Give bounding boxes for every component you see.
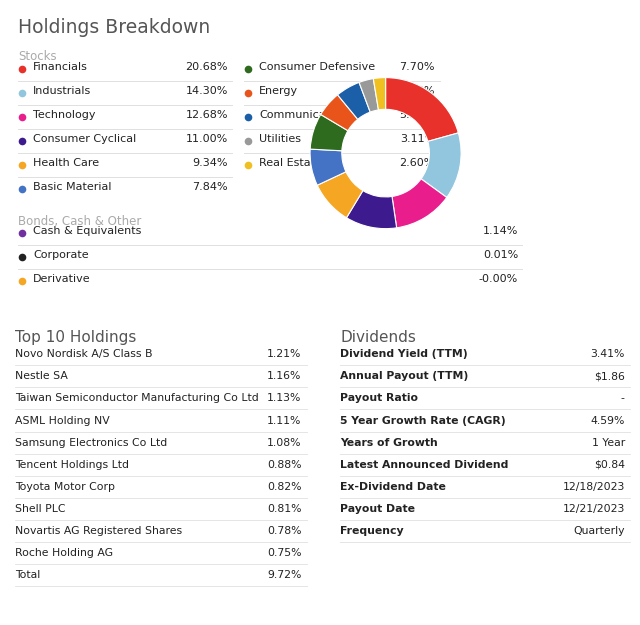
Text: Bonds, Cash & Other: Bonds, Cash & Other [18, 215, 141, 228]
Text: 12/21/2023: 12/21/2023 [563, 504, 625, 514]
Text: 3.41%: 3.41% [590, 349, 625, 359]
Text: Industrials: Industrials [33, 86, 92, 96]
Text: 4.59%: 4.59% [590, 416, 625, 426]
Text: Annual Payout (TTM): Annual Payout (TTM) [340, 371, 468, 381]
Text: Basic Material: Basic Material [33, 182, 111, 192]
Wedge shape [359, 79, 378, 112]
Text: Samsung Electronics Co Ltd: Samsung Electronics Co Ltd [15, 438, 168, 448]
Text: 3.11%: 3.11% [400, 134, 435, 144]
Text: Consumer Defensive: Consumer Defensive [259, 62, 375, 72]
Text: Payout Date: Payout Date [340, 504, 415, 514]
Text: Nestle SA: Nestle SA [15, 371, 68, 381]
Text: 0.88%: 0.88% [267, 459, 301, 469]
Text: $0.84: $0.84 [594, 459, 625, 469]
Wedge shape [310, 149, 346, 185]
Wedge shape [337, 82, 370, 119]
Text: Frequency: Frequency [340, 526, 404, 536]
Text: Tencent Holdings Ltd: Tencent Holdings Ltd [15, 459, 129, 469]
Text: 0.81%: 0.81% [267, 504, 301, 514]
Text: 0.75%: 0.75% [267, 548, 301, 558]
Text: 7.84%: 7.84% [193, 182, 228, 192]
Text: Top 10 Holdings: Top 10 Holdings [15, 330, 137, 345]
Text: Quarterly: Quarterly [573, 526, 625, 536]
Text: -: - [621, 394, 625, 404]
Text: 5.26%: 5.26% [399, 110, 435, 120]
Text: Roche Holding AG: Roche Holding AG [15, 548, 113, 558]
Text: 1.16%: 1.16% [267, 371, 301, 381]
Text: $1.86: $1.86 [594, 371, 625, 381]
Text: Years of Growth: Years of Growth [340, 438, 438, 448]
Text: 14.30%: 14.30% [186, 86, 228, 96]
Text: Cash & Equivalents: Cash & Equivalents [33, 226, 141, 236]
Text: 9.72%: 9.72% [267, 570, 301, 580]
Text: Consumer Cyclical: Consumer Cyclical [33, 134, 136, 144]
Text: 1.08%: 1.08% [267, 438, 301, 448]
Text: Payout Ratio: Payout Ratio [340, 394, 419, 404]
Text: Health Care: Health Care [33, 158, 99, 168]
Text: Corporate: Corporate [33, 250, 88, 260]
Text: -0.00%: -0.00% [479, 274, 518, 284]
Text: 0.78%: 0.78% [267, 526, 301, 536]
Text: Novartis AG Registered Shares: Novartis AG Registered Shares [15, 526, 182, 536]
Text: Communication: Communication [259, 110, 347, 120]
Text: Latest Announced Dividend: Latest Announced Dividend [340, 459, 509, 469]
Text: Dividends: Dividends [340, 330, 416, 345]
Wedge shape [373, 78, 386, 110]
Text: 1.14%: 1.14% [483, 226, 518, 236]
Text: Derivative: Derivative [33, 274, 91, 284]
Text: 5.48%: 5.48% [399, 86, 435, 96]
Text: 1 Year: 1 Year [591, 438, 625, 448]
Text: Toyota Motor Corp: Toyota Motor Corp [15, 482, 115, 492]
Text: Ex-Dividend Date: Ex-Dividend Date [340, 482, 446, 492]
Text: 5 Year Growth Rate (CAGR): 5 Year Growth Rate (CAGR) [340, 416, 506, 426]
Text: Shell PLC: Shell PLC [15, 504, 66, 514]
Text: 1.13%: 1.13% [267, 394, 301, 404]
Text: Real Estate: Real Estate [259, 158, 322, 168]
Text: 12/18/2023: 12/18/2023 [563, 482, 625, 492]
Text: 1.21%: 1.21% [267, 349, 301, 359]
Wedge shape [392, 179, 447, 228]
Text: 0.82%: 0.82% [267, 482, 301, 492]
Text: 7.70%: 7.70% [399, 62, 435, 72]
Text: 20.68%: 20.68% [186, 62, 228, 72]
Wedge shape [346, 191, 397, 229]
Text: Dividend Yield (TTM): Dividend Yield (TTM) [340, 349, 468, 359]
Text: Taiwan Semiconductor Manufacturing Co Ltd: Taiwan Semiconductor Manufacturing Co Lt… [15, 394, 259, 404]
Text: 9.34%: 9.34% [193, 158, 228, 168]
Text: Utilities: Utilities [259, 134, 301, 144]
Text: 2.60%: 2.60% [399, 158, 435, 168]
Text: 11.00%: 11.00% [186, 134, 228, 144]
Text: Stocks: Stocks [18, 50, 56, 63]
Text: Total: Total [15, 570, 40, 580]
Text: Technology: Technology [33, 110, 95, 120]
Text: ASML Holding NV: ASML Holding NV [15, 416, 110, 426]
Text: 1.11%: 1.11% [267, 416, 301, 426]
Text: 0.01%: 0.01% [483, 250, 518, 260]
Wedge shape [317, 172, 363, 217]
Wedge shape [310, 114, 348, 151]
Text: Holdings Breakdown: Holdings Breakdown [18, 18, 211, 37]
Text: Novo Nordisk A/S Class B: Novo Nordisk A/S Class B [15, 349, 153, 359]
Wedge shape [321, 95, 358, 131]
Wedge shape [421, 133, 461, 198]
Text: Energy: Energy [259, 86, 298, 96]
Wedge shape [385, 78, 458, 141]
Text: Financials: Financials [33, 62, 88, 72]
Text: 12.68%: 12.68% [186, 110, 228, 120]
